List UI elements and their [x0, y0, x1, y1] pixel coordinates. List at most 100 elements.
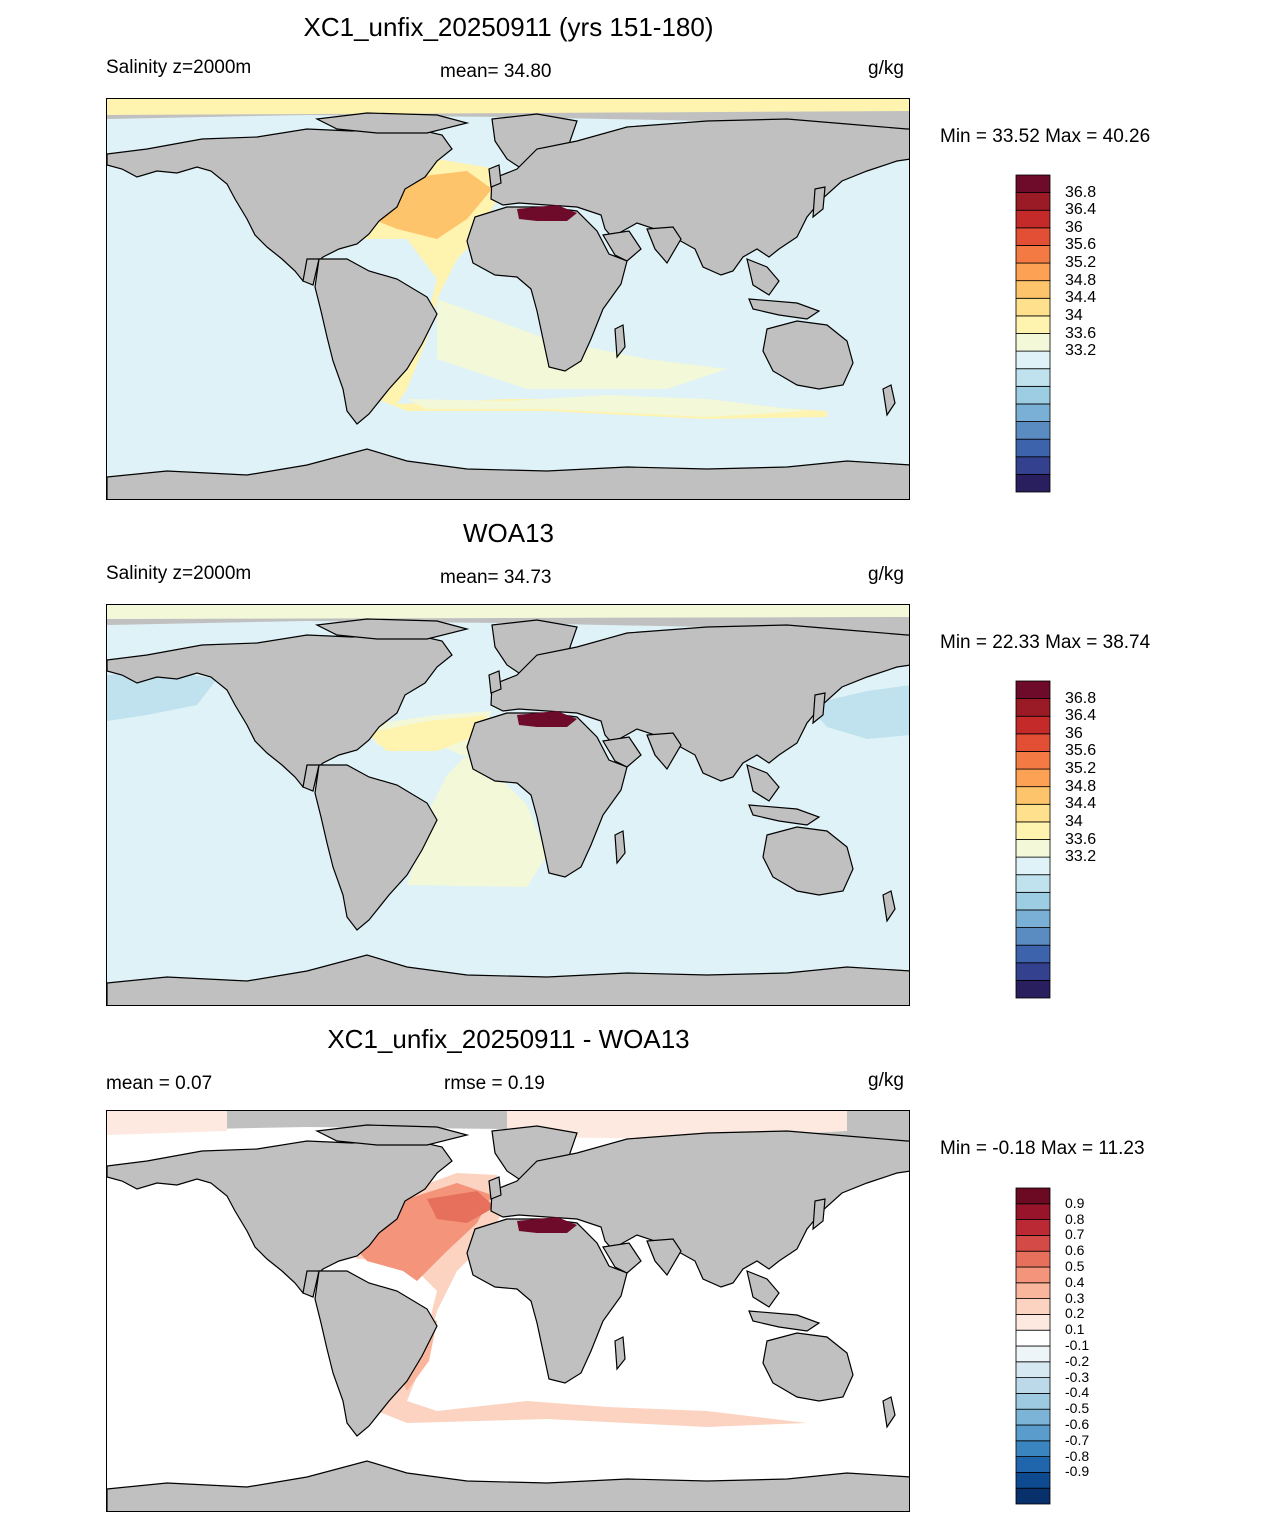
colorbar-tick-label: 34 [1065, 812, 1083, 830]
colorbar-swatch [1015, 821, 1051, 840]
colorbar-tick-label: 33.6 [1065, 830, 1097, 848]
colorbar-tick-label: -0.1 [1065, 1337, 1090, 1353]
colorbar-swatch [1015, 1424, 1051, 1442]
colorbar-tick-label: 0.1 [1065, 1321, 1085, 1338]
colorbar-tick-label: -0.8 [1065, 1447, 1090, 1464]
colorbar-tick-label: 33.6 [1065, 324, 1097, 342]
land-japan [812, 186, 826, 219]
colorbar-swatch [1015, 368, 1051, 387]
colorbar-tick-label: 36.4 [1065, 201, 1097, 219]
land-india [646, 732, 682, 771]
colorbar-swatch [1015, 680, 1051, 700]
colorbar [1015, 1187, 1051, 1505]
colorbar-tick-label: 35.6 [1065, 236, 1097, 254]
colorbar-swatch [1015, 1456, 1051, 1473]
colorbar-swatch [1015, 1203, 1051, 1221]
min-max-label: Min = 33.52 Max = 40.26 [940, 126, 1151, 147]
colorbar-swatch [1015, 315, 1051, 334]
land-eurasia [490, 1130, 909, 1288]
land-india [646, 1238, 682, 1277]
land-centralAm [302, 764, 320, 792]
colorbar-tick-label: -0.7 [1065, 1431, 1090, 1448]
land-uk [488, 670, 502, 694]
land-antarctica [107, 954, 909, 1005]
land-indonesia [748, 1310, 821, 1332]
colorbar-swatch [1015, 979, 1051, 999]
units-label: g/kg [868, 58, 904, 79]
units-label: g/kg [868, 1070, 904, 1091]
salinity-map-model [106, 98, 910, 500]
colorbar-tick-label: 0.6 [1065, 1242, 1085, 1259]
land-africa [466, 206, 628, 372]
land-southAmerica [314, 258, 438, 425]
colorbar-swatch [1015, 944, 1051, 964]
colorbar-tick-label: 34.8 [1065, 777, 1097, 795]
land-india [646, 226, 682, 265]
colorbar-swatch [1015, 1329, 1051, 1347]
southern-band [407, 395, 807, 417]
panel-title: XC1_unfix_20250911 - WOA13 [327, 1024, 690, 1054]
min-max-label: Min = -0.18 Max = 11.23 [940, 1138, 1145, 1159]
colorbar-swatch [1015, 891, 1051, 911]
land-uk [488, 164, 502, 188]
land-australia [762, 320, 854, 390]
colorbar-swatch [1015, 786, 1051, 805]
colorbar-swatch [1015, 245, 1051, 264]
colorbar-swatch [1015, 1250, 1051, 1268]
colorbar [1015, 174, 1051, 493]
colorbar-swatch [1015, 385, 1051, 405]
colorbar-swatch [1015, 350, 1051, 370]
colorbar-tick-label: 34.4 [1065, 795, 1097, 813]
colorbar-tick-label: 34.8 [1065, 271, 1097, 289]
colorbar-tick-label: 36.8 [1065, 689, 1097, 707]
colorbar-swatch [1015, 1235, 1051, 1252]
colorbar-swatch [1015, 262, 1051, 282]
land-indonesia [748, 804, 821, 826]
rmse-label: rmse = 0.19 [444, 1073, 545, 1094]
colorbar-swatch [1015, 909, 1051, 928]
colorbar-tick-label: 0.4 [1065, 1273, 1085, 1290]
panel-title: XC1_unfix_20250911 (yrs 151-180) [303, 12, 714, 42]
colorbar-tick-label: 36.4 [1065, 707, 1097, 725]
colorbar-swatch [1015, 1408, 1051, 1426]
colorbar-tick-label: 35.6 [1065, 742, 1097, 760]
colorbar-tick-label: 35.2 [1065, 760, 1097, 778]
north-atlantic-max [367, 715, 487, 751]
colorbar-swatch [1015, 403, 1051, 422]
colorbar-tick-label: 0.8 [1065, 1210, 1085, 1227]
colorbar-swatch [1015, 927, 1051, 946]
colorbar-swatch [1015, 874, 1051, 893]
colorbar-tick-label: 0.9 [1065, 1194, 1085, 1211]
colorbar-swatch [1015, 174, 1051, 194]
colorbar-tick-label: 0.3 [1065, 1289, 1085, 1306]
land-japan [812, 692, 826, 725]
variable-label: Salinity z=2000m [106, 57, 252, 78]
land-arcticIsles [314, 1124, 470, 1146]
land-nz [882, 384, 896, 417]
colorbar-swatch [1015, 751, 1051, 770]
land-centralAm [302, 1270, 320, 1298]
land-arabia [602, 1242, 642, 1274]
colorbar-swatch [1015, 715, 1051, 735]
north-pacific-low [107, 671, 217, 721]
colorbar-swatch [1015, 1487, 1051, 1505]
colorbar-swatch [1015, 1282, 1051, 1300]
salinity-map-observation [106, 604, 910, 1006]
colorbar-swatch [1015, 333, 1051, 352]
colorbar-tick-label: 33.2 [1065, 848, 1097, 866]
colorbar-swatch [1015, 1187, 1051, 1205]
land-southAmerica [314, 1270, 438, 1437]
panel-title: WOA13 [462, 518, 555, 548]
colorbar-tick-label: 36 [1065, 218, 1083, 236]
colorbar-swatch [1015, 839, 1051, 858]
colorbar-swatch [1015, 1345, 1051, 1363]
land-antarctica [107, 1460, 909, 1511]
colorbar-tick-label: -0.9 [1065, 1463, 1090, 1480]
colorbar-swatch [1015, 768, 1051, 788]
salinity-difference-map [106, 1110, 910, 1512]
colorbar-swatch [1015, 280, 1051, 299]
units-label: g/kg [868, 564, 904, 585]
south-atlantic [437, 299, 727, 389]
colorbar-tick-label: -0.5 [1065, 1400, 1090, 1417]
colorbar-swatch [1015, 421, 1051, 440]
